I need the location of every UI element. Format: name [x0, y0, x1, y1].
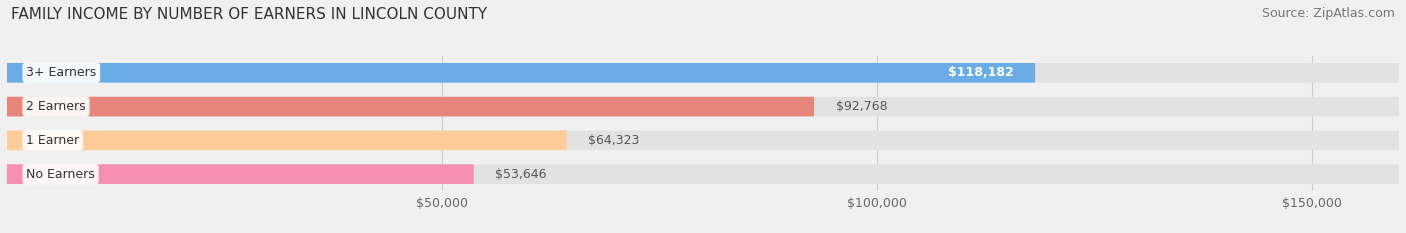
FancyBboxPatch shape — [7, 97, 814, 116]
FancyBboxPatch shape — [7, 130, 567, 150]
Text: Source: ZipAtlas.com: Source: ZipAtlas.com — [1261, 7, 1395, 20]
Text: $64,323: $64,323 — [588, 134, 640, 147]
Text: 1 Earner: 1 Earner — [27, 134, 79, 147]
FancyBboxPatch shape — [7, 164, 1399, 184]
FancyBboxPatch shape — [7, 130, 1399, 150]
Text: No Earners: No Earners — [27, 168, 96, 181]
Text: $92,768: $92,768 — [835, 100, 887, 113]
FancyBboxPatch shape — [7, 97, 1399, 116]
FancyBboxPatch shape — [7, 63, 1035, 83]
Text: 2 Earners: 2 Earners — [27, 100, 86, 113]
Text: FAMILY INCOME BY NUMBER OF EARNERS IN LINCOLN COUNTY: FAMILY INCOME BY NUMBER OF EARNERS IN LI… — [11, 7, 488, 22]
FancyBboxPatch shape — [7, 63, 1399, 83]
Text: $53,646: $53,646 — [495, 168, 547, 181]
FancyBboxPatch shape — [7, 164, 474, 184]
Text: 3+ Earners: 3+ Earners — [27, 66, 97, 79]
Text: $118,182: $118,182 — [948, 66, 1014, 79]
